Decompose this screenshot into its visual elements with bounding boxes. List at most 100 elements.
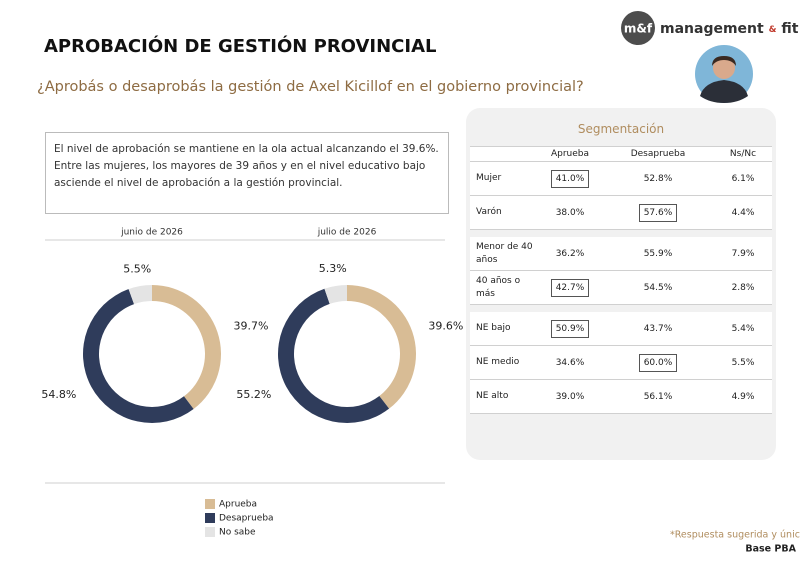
table-cell: 55.9% xyxy=(602,249,714,259)
table-cell: 7.9% xyxy=(714,249,772,259)
logo-circle xyxy=(621,11,655,45)
cell-value: 36.2% xyxy=(555,248,585,259)
legend-label: Aprueba xyxy=(219,500,257,510)
table-row: NE alto 39.0% 56.1% 4.9% xyxy=(470,380,772,414)
cell-value: 50.9% xyxy=(550,319,590,338)
row-label: NE bajo xyxy=(476,323,511,333)
table-cell: 43.7% xyxy=(602,324,714,334)
table-row: Varón 38.0% 57.6% 4.4% xyxy=(470,196,772,230)
cell-value: 42.7% xyxy=(550,278,590,297)
legend-swatch xyxy=(205,499,215,509)
row-label: Mujer xyxy=(476,173,502,183)
value-label: 5.5% xyxy=(123,262,151,275)
footnote: *Respuesta sugerida y única xyxy=(670,530,800,541)
row-group: Menor de 40 años 36.2% 55.9% 7.9% 40 años o … xyxy=(466,237,776,305)
row-label: Menor de 40 años xyxy=(476,241,533,265)
cell-value: 52.8% xyxy=(643,173,673,184)
pie-slice xyxy=(278,288,390,424)
pie-slice xyxy=(324,285,347,304)
logo-name-text: management xyxy=(660,21,764,37)
logo-name: management & fit xyxy=(660,21,799,37)
value-label: 5.3% xyxy=(319,262,347,275)
base-note: Base PBA xyxy=(745,544,796,555)
cell-value: 41.0% xyxy=(550,169,590,188)
value-label: 39.7% xyxy=(234,320,269,333)
table-header: Aprueba Desaprueba Ns/Nc xyxy=(470,146,772,162)
table-cell: 38.0% xyxy=(538,208,602,218)
row-group: NE bajo 50.9% 43.7% 5.4% NE medio 34.6% 60.0% 5… xyxy=(466,312,776,414)
cell-value: 57.6% xyxy=(638,203,678,222)
column-header: Ns/Nc xyxy=(729,149,757,159)
segmentation-title: Segmentación xyxy=(577,122,665,136)
legend-swatch xyxy=(205,527,215,537)
cell-value: 7.9% xyxy=(731,248,755,259)
cell-value: 2.8% xyxy=(731,282,755,293)
table-cell: 57.6% xyxy=(602,203,714,222)
pie-slice xyxy=(152,285,221,410)
table-cell: 39.0% xyxy=(538,392,602,402)
table-cell: 5.5% xyxy=(714,358,772,368)
table-cell: 36.2% xyxy=(538,249,602,259)
summary-box: El nivel de aprobación se mantiene en la… xyxy=(45,132,449,214)
table-cell: 42.7% xyxy=(538,278,602,297)
column-header: Desaprueba xyxy=(630,149,686,159)
legend-swatch xyxy=(205,513,215,523)
table-cell: 4.4% xyxy=(714,208,772,218)
table-row: Mujer 41.0% 52.8% 6.1% xyxy=(470,162,772,196)
table-row: NE bajo 50.9% 43.7% 5.4% xyxy=(470,312,772,346)
pie-slice xyxy=(347,285,417,409)
table-cell: 41.0% xyxy=(538,169,602,188)
cell-value: 56.1% xyxy=(643,391,673,402)
cell-value: 55.9% xyxy=(643,248,673,259)
question: ¿Aprobás o desaprobás la gestión de Axel… xyxy=(37,79,584,95)
logo-suffix: fit xyxy=(781,21,798,37)
table-row: NE medio 34.6% 60.0% 5.5% xyxy=(470,346,772,380)
title: APROBACIÓN DE GESTIÓN PROVINCIAL xyxy=(44,35,437,57)
table-cell: 6.1% xyxy=(714,174,772,184)
cell-value: 34.6% xyxy=(555,357,585,368)
cell-value: 4.9% xyxy=(731,391,755,402)
column-header: Aprueba xyxy=(550,149,590,159)
table-cell: 60.0% xyxy=(602,353,714,372)
value-label: 39.6% xyxy=(428,319,463,332)
cell-value: 39.0% xyxy=(555,391,585,402)
table-cell: 56.1% xyxy=(602,392,714,402)
segmentation-table: Aprueba Desaprueba Ns/Nc Mujer 41.0% 52.8% 6.1… xyxy=(466,146,776,414)
legend-label: Desaprueba xyxy=(219,514,274,524)
pie-slice xyxy=(82,289,194,423)
row-label: NE medio xyxy=(476,357,520,367)
row-label: Varón xyxy=(476,207,502,217)
cell-value: 5.5% xyxy=(731,357,755,368)
pie-slice xyxy=(128,285,152,305)
table-cell: 4.9% xyxy=(714,392,772,402)
table-cell: 52.8% xyxy=(602,174,714,184)
chart-title: junio de 2026 xyxy=(120,228,183,238)
segmentation-panel: Segmentación Aprueba Desaprueba Ns/Nc Mujer… xyxy=(466,108,776,460)
table-row: 40 años o más 42.7% 54.5% 2.8% xyxy=(470,271,772,305)
legend-label: No sabe xyxy=(219,528,256,538)
row-label: 40 años o más xyxy=(476,275,521,299)
chart-title: julio de 2026 xyxy=(317,228,377,238)
table-cell: 2.8% xyxy=(714,283,772,293)
table-cell: 34.6% xyxy=(538,358,602,368)
cell-value: 5.4% xyxy=(731,323,755,334)
table-cell: 54.5% xyxy=(602,283,714,293)
cell-value: 54.5% xyxy=(643,282,673,293)
logo-amp: & xyxy=(769,25,777,35)
logo-mark: m&f xyxy=(624,22,653,36)
cell-value: 43.7% xyxy=(643,323,673,334)
table-cell: 50.9% xyxy=(538,319,602,338)
row-group: Mujer 41.0% 52.8% 6.1% Varón 38.0% 57.6% 4.4% xyxy=(466,162,776,230)
table-cell: 5.4% xyxy=(714,324,772,334)
table-row: Menor de 40 años 36.2% 55.9% 7.9% xyxy=(470,237,772,271)
value-label: 55.2% xyxy=(236,388,271,401)
cell-value: 38.0% xyxy=(555,207,585,218)
row-label: NE alto xyxy=(476,391,509,401)
cell-value: 4.4% xyxy=(731,207,755,218)
cell-value: 60.0% xyxy=(638,353,678,372)
value-label: 54.8% xyxy=(41,388,76,401)
cell-value: 6.1% xyxy=(731,173,755,184)
portrait xyxy=(695,45,753,103)
